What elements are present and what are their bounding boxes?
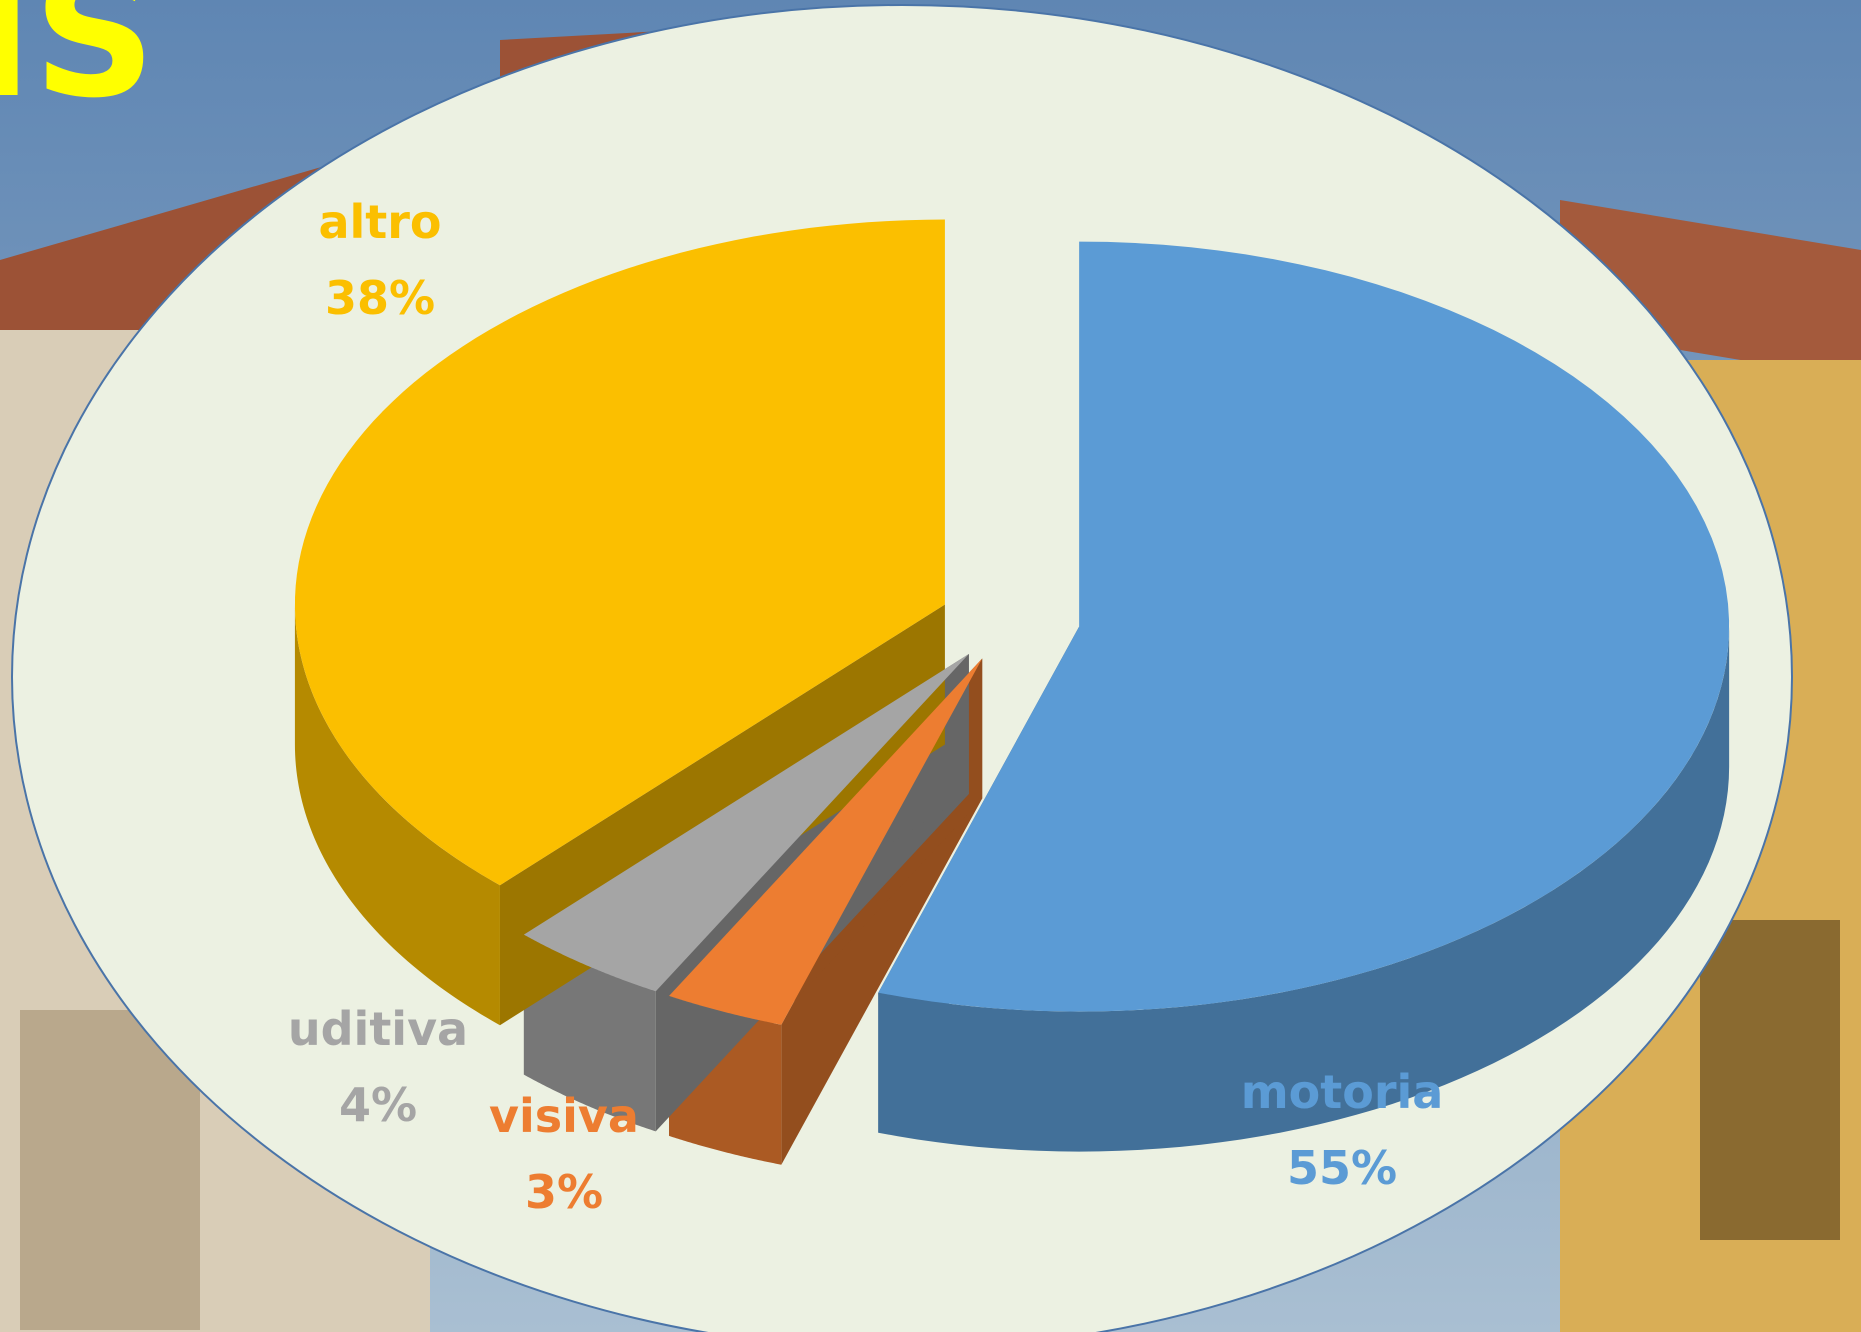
data-label-name: visiva bbox=[489, 1089, 639, 1143]
slice bbox=[294, 219, 945, 886]
pie bbox=[294, 219, 1730, 1165]
data-label-name: altro bbox=[318, 195, 441, 249]
data-label-name: uditiva bbox=[288, 1002, 468, 1056]
data-label-value: 3% bbox=[525, 1165, 603, 1219]
data-label-name: motoria bbox=[1241, 1065, 1444, 1119]
title-fragment: IS bbox=[0, 0, 156, 136]
slice-wall bbox=[294, 604, 500, 1026]
data-label-value: 4% bbox=[339, 1078, 417, 1132]
data-label-value: 55% bbox=[1287, 1141, 1397, 1195]
labels: motoria 55% visiva 3% uditiva 4% altro 38% bbox=[288, 195, 1443, 1219]
data-label-value: 38% bbox=[325, 271, 435, 325]
slice bbox=[523, 653, 969, 992]
slice bbox=[669, 658, 983, 1025]
slice bbox=[878, 241, 1730, 1012]
slice-wall bbox=[878, 626, 1730, 1152]
